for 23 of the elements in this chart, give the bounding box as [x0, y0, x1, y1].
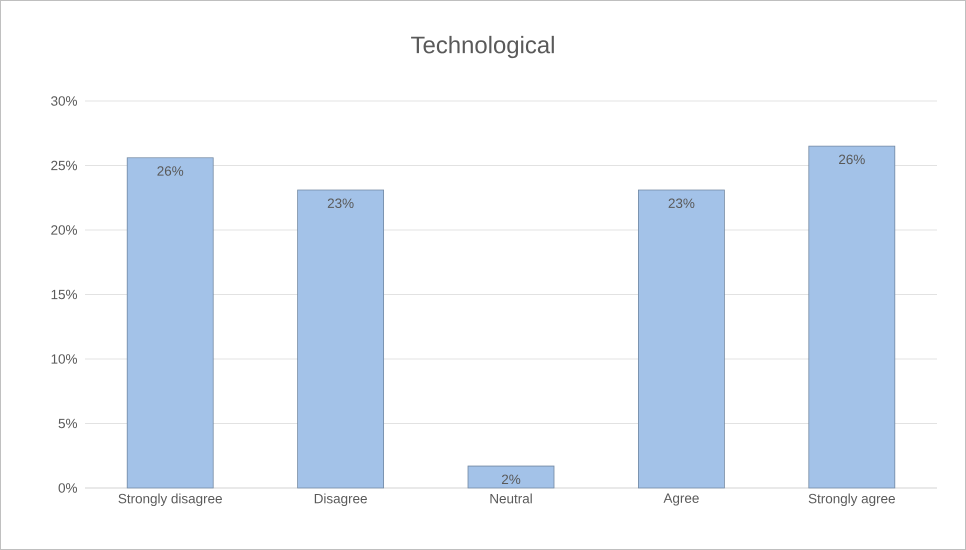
y-tick-label: 20% — [51, 225, 78, 235]
data-label: 26% — [839, 154, 865, 164]
x-tick-label: Strongly agree — [808, 494, 895, 506]
data-label: 23% — [668, 198, 694, 208]
bar — [126, 157, 214, 488]
x-tick-label: Strongly disagree — [118, 494, 222, 506]
y-tick-label: 5% — [58, 418, 78, 428]
y-tick-label: 30% — [51, 96, 78, 106]
chart-title: Technological — [411, 36, 554, 58]
data-label: 26% — [157, 166, 184, 176]
data-label: 2% — [502, 474, 520, 484]
x-tick-label: Neutral — [490, 494, 532, 504]
x-tick-label: Agree — [663, 494, 699, 506]
data-label: 23% — [328, 198, 354, 208]
bar — [808, 146, 896, 488]
y-tick-label: 15% — [52, 290, 78, 300]
bar — [638, 190, 725, 488]
bar — [468, 466, 554, 488]
y-tick-label: 25% — [51, 160, 78, 170]
y-tick-label: 0% — [58, 483, 78, 493]
y-tick-label: 10% — [52, 354, 78, 364]
bar — [297, 190, 384, 488]
x-tick-label: Disagree — [314, 494, 367, 506]
